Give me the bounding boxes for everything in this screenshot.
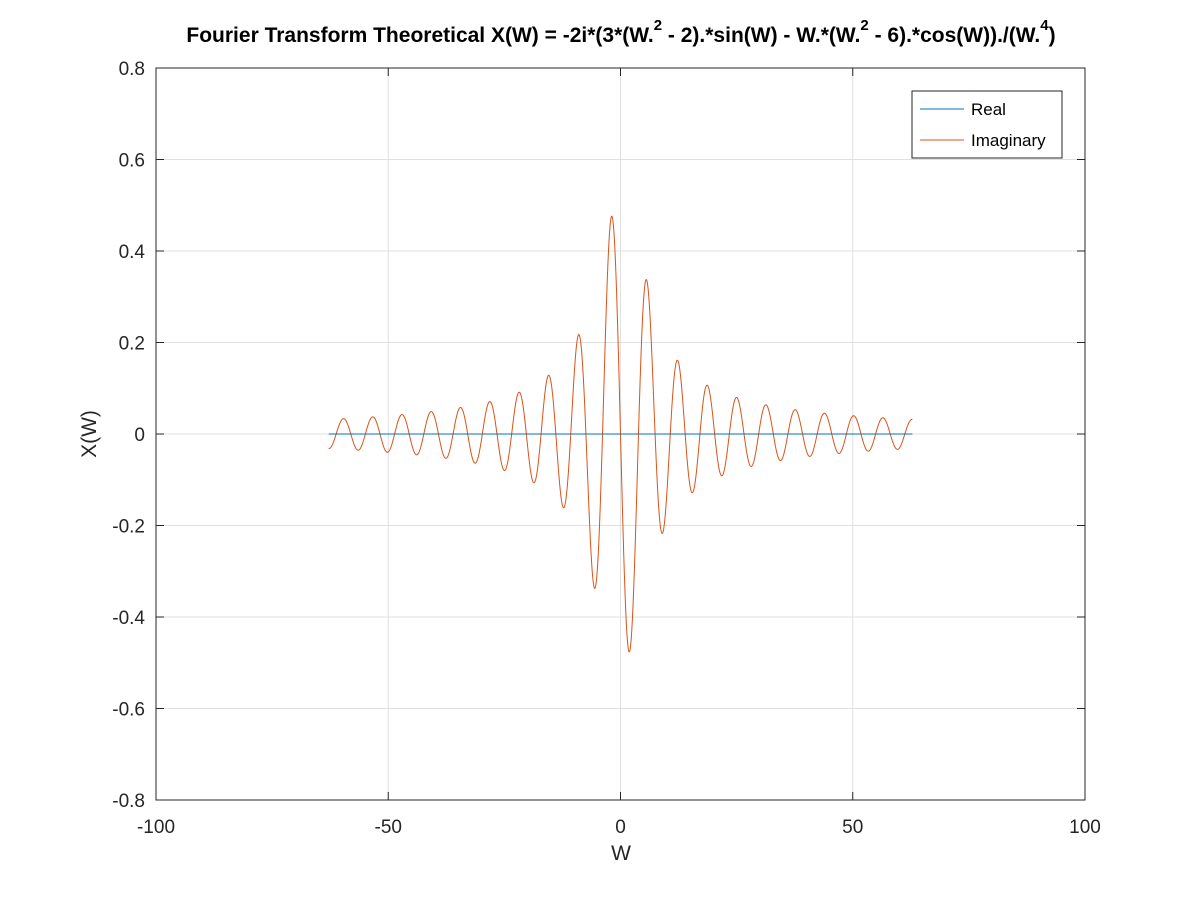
title-sup-3: 4 xyxy=(1040,17,1049,34)
legend-box xyxy=(911,90,1063,159)
ticks xyxy=(155,67,1086,801)
legend: Real Imaginary xyxy=(911,90,1063,159)
y-tick-label: -0.4 xyxy=(112,608,145,629)
grid-lines xyxy=(156,68,1085,800)
series-layer xyxy=(328,215,913,653)
y-tick-label: 0.8 xyxy=(119,59,145,80)
x-tick-label: -100 xyxy=(137,817,175,838)
title-part-2: - 2).*sin(W) - W.*(W. xyxy=(662,24,860,47)
legend-label-imaginary: Imaginary xyxy=(971,131,1046,150)
title-part-3: - 6).*cos(W))./(W. xyxy=(869,24,1041,47)
y-tick-label: 0.4 xyxy=(119,242,146,263)
x-tick-label: 100 xyxy=(1069,817,1101,838)
title-part-1: Fourier Transform Theoretical X(W) = -2i… xyxy=(186,24,653,47)
title-sup-2: 2 xyxy=(860,17,868,34)
y-tick-label: 0.2 xyxy=(119,334,145,355)
title-part-4: ) xyxy=(1049,24,1056,47)
y-tick-label: 0 xyxy=(134,425,145,446)
title-sup-1: 2 xyxy=(654,17,662,34)
y-axis-label: X(W) xyxy=(78,410,101,458)
tick-labels: -100 -50 0 50 100 -0.8 -0.6 -0.4 -0.2 0 0.2 0.4 0.6 0… xyxy=(112,59,1101,838)
x-tick-label: 50 xyxy=(842,817,863,838)
x-tick-label: 0 xyxy=(615,817,626,838)
x-tick-label: -50 xyxy=(375,817,402,838)
legend-label-real: Real xyxy=(971,100,1006,119)
y-tick-label: -0.6 xyxy=(112,700,145,721)
y-tick-label: 0.6 xyxy=(119,151,145,172)
y-tick-label: -0.2 xyxy=(112,517,145,538)
y-tick-label: -0.8 xyxy=(112,791,145,812)
chart-title: Fourier Transform Theoretical X(W) = -2i… xyxy=(186,17,1055,47)
x-axis-label: W xyxy=(611,842,631,865)
